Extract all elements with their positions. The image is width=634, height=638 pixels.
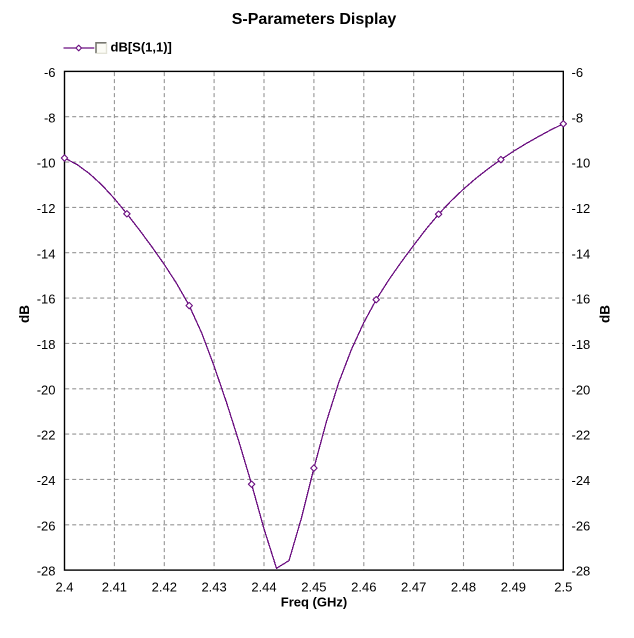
svg-text:2.46: 2.46 [351, 579, 376, 594]
svg-text:-16: -16 [37, 292, 56, 307]
svg-text:-26: -26 [572, 518, 591, 533]
svg-text:2.42: 2.42 [152, 579, 177, 594]
svg-text:2.44: 2.44 [251, 579, 276, 594]
svg-text:-22: -22 [37, 428, 56, 443]
svg-text:-22: -22 [572, 428, 591, 443]
svg-text:-28: -28 [572, 564, 591, 579]
svg-text:-8: -8 [572, 110, 584, 125]
svg-text:-6: -6 [44, 65, 56, 80]
svg-text:2.4: 2.4 [55, 579, 73, 594]
svg-text:2.43: 2.43 [201, 579, 226, 594]
svg-text:-12: -12 [37, 201, 56, 216]
svg-text:-26: -26 [37, 518, 56, 533]
svg-text:-10: -10 [37, 156, 56, 171]
svg-text:-16: -16 [572, 292, 591, 307]
svg-text:Freq (GHz): Freq (GHz) [281, 595, 347, 610]
svg-text:dB: dB [17, 305, 32, 323]
svg-text:2.48: 2.48 [451, 579, 476, 594]
svg-text:-12: -12 [572, 201, 591, 216]
svg-text:-24: -24 [37, 473, 56, 488]
svg-text:S-Parameters Display: S-Parameters Display [232, 11, 397, 28]
svg-text:-20: -20 [37, 382, 56, 397]
svg-text:-18: -18 [37, 337, 56, 352]
svg-text:2.41: 2.41 [102, 579, 127, 594]
svg-text:-18: -18 [572, 337, 591, 352]
svg-text:-6: -6 [572, 65, 584, 80]
svg-text:-14: -14 [572, 246, 591, 261]
svg-text:-24: -24 [572, 473, 591, 488]
svg-text:dB[S(1,1)]: dB[S(1,1)] [111, 40, 172, 55]
svg-text:dB: dB [597, 305, 612, 323]
svg-text:2.45: 2.45 [301, 579, 326, 594]
svg-text:-28: -28 [37, 564, 56, 579]
svg-text:2.49: 2.49 [501, 579, 526, 594]
svg-text:2.47: 2.47 [401, 579, 426, 594]
svg-text:-14: -14 [37, 246, 56, 261]
svg-text:-20: -20 [572, 382, 591, 397]
svg-text:2.5: 2.5 [554, 579, 572, 594]
svg-text:-10: -10 [572, 156, 591, 171]
svg-text:-8: -8 [44, 110, 56, 125]
